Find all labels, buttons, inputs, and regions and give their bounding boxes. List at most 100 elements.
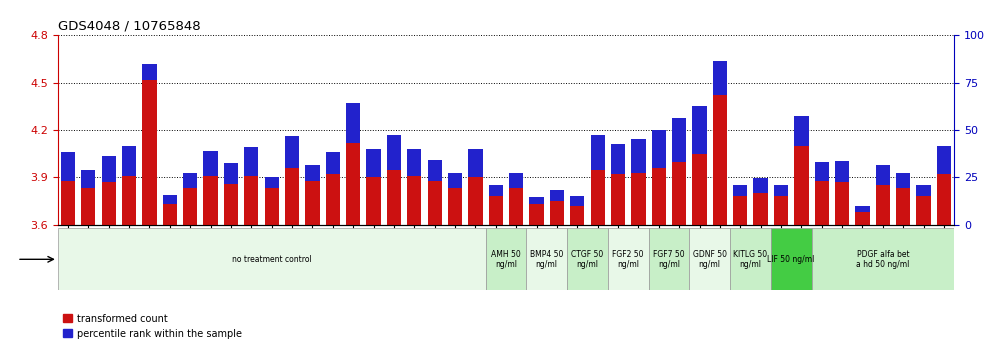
Bar	[754, 178, 768, 193]
Bar	[530, 197, 544, 204]
Bar	[367, 177, 380, 225]
Bar	[489, 196, 503, 225]
Bar	[875, 165, 890, 185]
Text: LIF 50 ng/ml: LIF 50 ng/ml	[768, 255, 815, 264]
Bar	[162, 195, 177, 204]
Bar	[570, 206, 585, 225]
Text: BMP4 50
ng/ml: BMP4 50 ng/ml	[530, 250, 564, 269]
Bar	[122, 176, 136, 225]
Bar	[896, 188, 910, 225]
Bar	[224, 163, 238, 184]
Bar	[82, 188, 96, 225]
Bar	[203, 151, 218, 176]
Bar	[526, 228, 567, 290]
Bar	[856, 212, 870, 225]
Bar	[285, 168, 299, 225]
Bar	[489, 185, 503, 196]
Bar	[509, 188, 523, 225]
Bar	[875, 185, 890, 225]
Bar	[448, 188, 462, 225]
Bar	[486, 228, 526, 290]
Bar	[244, 148, 258, 176]
Legend: transformed count, percentile rank within the sample: transformed count, percentile rank withi…	[63, 314, 242, 338]
Bar	[937, 174, 951, 225]
Text: GDNF 50
ng/ml: GDNF 50 ng/ml	[692, 250, 727, 269]
Bar	[774, 196, 788, 225]
Bar	[102, 182, 116, 225]
Bar	[203, 176, 218, 225]
Bar	[608, 228, 648, 290]
Bar	[224, 184, 238, 225]
Bar	[367, 149, 380, 177]
Bar	[61, 181, 75, 225]
Bar	[733, 185, 747, 196]
Text: FGF2 50
ng/ml: FGF2 50 ng/ml	[613, 250, 644, 269]
Bar	[730, 228, 771, 290]
Bar	[672, 162, 686, 225]
Bar	[102, 156, 116, 182]
Bar	[468, 149, 482, 177]
Bar	[631, 173, 645, 225]
Bar	[713, 61, 727, 95]
Text: CTGF 50
ng/ml: CTGF 50 ng/ml	[572, 250, 604, 269]
Bar	[916, 185, 930, 196]
Bar	[386, 170, 401, 225]
Bar	[142, 64, 156, 80]
Bar	[550, 201, 564, 225]
Bar	[896, 173, 910, 188]
Bar	[326, 152, 340, 174]
Bar	[346, 143, 361, 225]
Text: FGF7 50
ng/ml: FGF7 50 ng/ml	[653, 250, 685, 269]
Bar	[611, 144, 625, 174]
Text: GDS4048 / 10765848: GDS4048 / 10765848	[58, 20, 200, 33]
Bar	[285, 136, 299, 168]
Bar	[122, 145, 136, 176]
Bar	[651, 130, 666, 168]
Bar	[815, 162, 829, 181]
Bar	[244, 176, 258, 225]
Bar	[835, 182, 850, 225]
Bar	[794, 146, 809, 225]
Text: KITLG 50
ng/ml: KITLG 50 ng/ml	[733, 250, 768, 269]
Bar	[567, 228, 608, 290]
Text: PDGF alfa bet
a hd 50 ng/ml: PDGF alfa bet a hd 50 ng/ml	[857, 250, 909, 269]
Bar	[326, 174, 340, 225]
Bar	[82, 170, 96, 188]
Bar	[774, 185, 788, 196]
Bar	[611, 174, 625, 225]
Bar	[651, 168, 666, 225]
Bar	[61, 152, 75, 181]
Bar	[265, 177, 279, 188]
Bar	[407, 176, 421, 225]
Bar	[916, 196, 930, 225]
Bar	[58, 228, 486, 290]
Bar	[794, 115, 809, 146]
Bar	[142, 80, 156, 225]
Bar	[306, 165, 320, 181]
Bar	[815, 181, 829, 225]
Bar	[407, 149, 421, 176]
Bar	[386, 136, 401, 170]
Bar	[346, 103, 361, 143]
Bar	[648, 228, 689, 290]
Bar	[692, 107, 706, 154]
Bar	[856, 206, 870, 212]
Bar	[771, 228, 812, 290]
Bar	[937, 146, 951, 174]
Bar	[631, 139, 645, 173]
Bar	[591, 170, 605, 225]
Bar	[306, 181, 320, 225]
Bar	[427, 181, 442, 225]
Text: no treatment control: no treatment control	[232, 255, 312, 264]
Bar	[265, 188, 279, 225]
Bar	[733, 196, 747, 225]
Bar	[550, 190, 564, 201]
Bar	[689, 228, 730, 290]
Bar	[713, 95, 727, 225]
Bar	[468, 177, 482, 225]
Text: AMH 50
ng/ml: AMH 50 ng/ml	[491, 250, 521, 269]
Bar	[672, 118, 686, 162]
Bar	[835, 161, 850, 182]
Bar	[448, 173, 462, 188]
Bar	[509, 173, 523, 188]
